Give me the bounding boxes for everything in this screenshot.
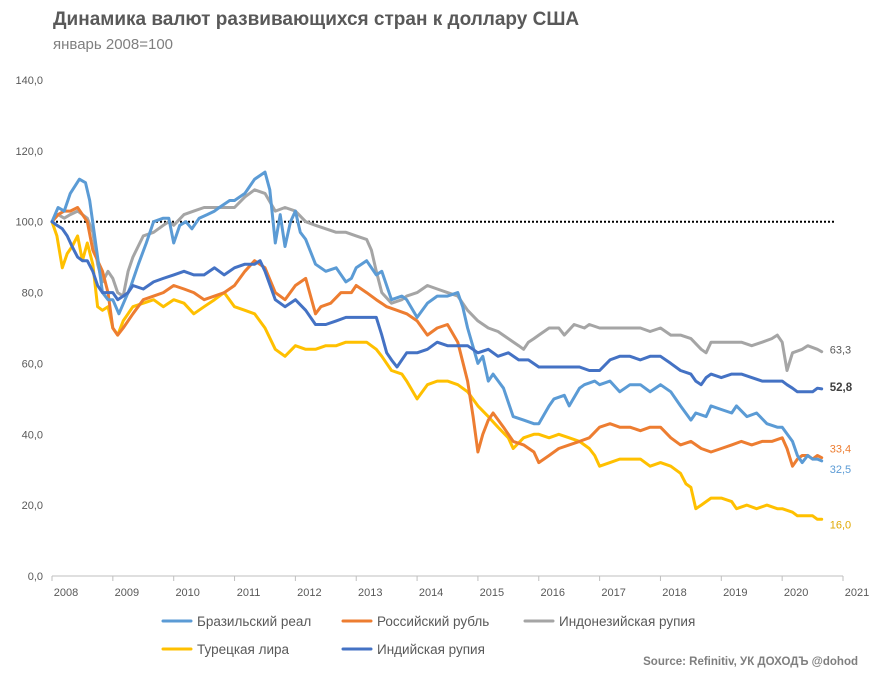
y-tick-label: 60,0 bbox=[22, 358, 43, 370]
source-note: Source: Refinitiv, УК ДОХОДЪ @dohod bbox=[643, 656, 858, 668]
end-label-rub: 33,4 bbox=[830, 444, 851, 456]
x-tick-label: 2011 bbox=[237, 587, 261, 599]
y-tick-label: 140,0 bbox=[15, 75, 43, 87]
end-labels: 32,5 33,4 63,3 16,0 52,8 bbox=[830, 345, 853, 532]
series-line-rub bbox=[50, 206, 824, 468]
chart-subtitle: январь 2008=100 bbox=[53, 36, 174, 53]
x-axis-ticks: 2008 2009 2010 2011 2012 2013 2014 2015 2016 2017… bbox=[51, 576, 869, 599]
x-tick-label: 2008 bbox=[54, 587, 78, 599]
x-tick-label: 2009 bbox=[115, 587, 139, 599]
end-label-idr: 63,3 bbox=[830, 345, 851, 357]
x-tick-label: 2019 bbox=[723, 587, 747, 599]
y-tick-label: 40,0 bbox=[22, 429, 43, 441]
x-tick-label: 2017 bbox=[601, 587, 625, 599]
x-tick-label: 2016 bbox=[541, 587, 565, 599]
series-line-inr bbox=[50, 220, 824, 394]
x-tick-label: 2012 bbox=[297, 587, 321, 599]
y-tick-label: 120,0 bbox=[15, 146, 43, 158]
y-tick-label: 80,0 bbox=[22, 288, 43, 300]
series-line-idr bbox=[50, 188, 824, 372]
legend: Бразильский реал Российский рубль Индонези… bbox=[161, 614, 695, 657]
end-label-try: 16,0 bbox=[830, 519, 851, 531]
x-tick-label: 2021 bbox=[845, 587, 869, 599]
y-tick-label: 20,0 bbox=[22, 500, 43, 512]
y-tick-label: 100,0 bbox=[15, 217, 43, 229]
y-tick-label: 0,0 bbox=[28, 571, 43, 583]
legend-label-rub: Российский рубль bbox=[377, 614, 489, 629]
legend-label-inr: Индийская рупия bbox=[377, 642, 485, 657]
legend-label-try: Турецкая лира bbox=[197, 642, 290, 657]
legend-label-idr: Индонезийская рупия bbox=[559, 614, 695, 629]
x-tick-label: 2010 bbox=[175, 587, 199, 599]
x-tick-label: 2015 bbox=[480, 587, 504, 599]
x-tick-label: 2020 bbox=[784, 587, 808, 599]
series-lines bbox=[50, 170, 824, 521]
series-line-try bbox=[50, 220, 824, 521]
x-tick-label: 2014 bbox=[419, 587, 443, 599]
series-line-brl bbox=[50, 170, 824, 465]
end-label-brl: 32,5 bbox=[830, 464, 851, 476]
y-axis-ticks: 0,0 20,0 40,0 60,0 80,0 100,0 120,0 140,0 bbox=[15, 75, 43, 583]
x-tick-label: 2018 bbox=[662, 587, 686, 599]
end-label-inr: 52,8 bbox=[830, 382, 853, 394]
chart-title: Динамика валют развивающихся стран к дол… bbox=[53, 9, 580, 30]
legend-label-brl: Бразильский реал bbox=[197, 614, 311, 629]
x-tick-label: 2013 bbox=[358, 587, 382, 599]
